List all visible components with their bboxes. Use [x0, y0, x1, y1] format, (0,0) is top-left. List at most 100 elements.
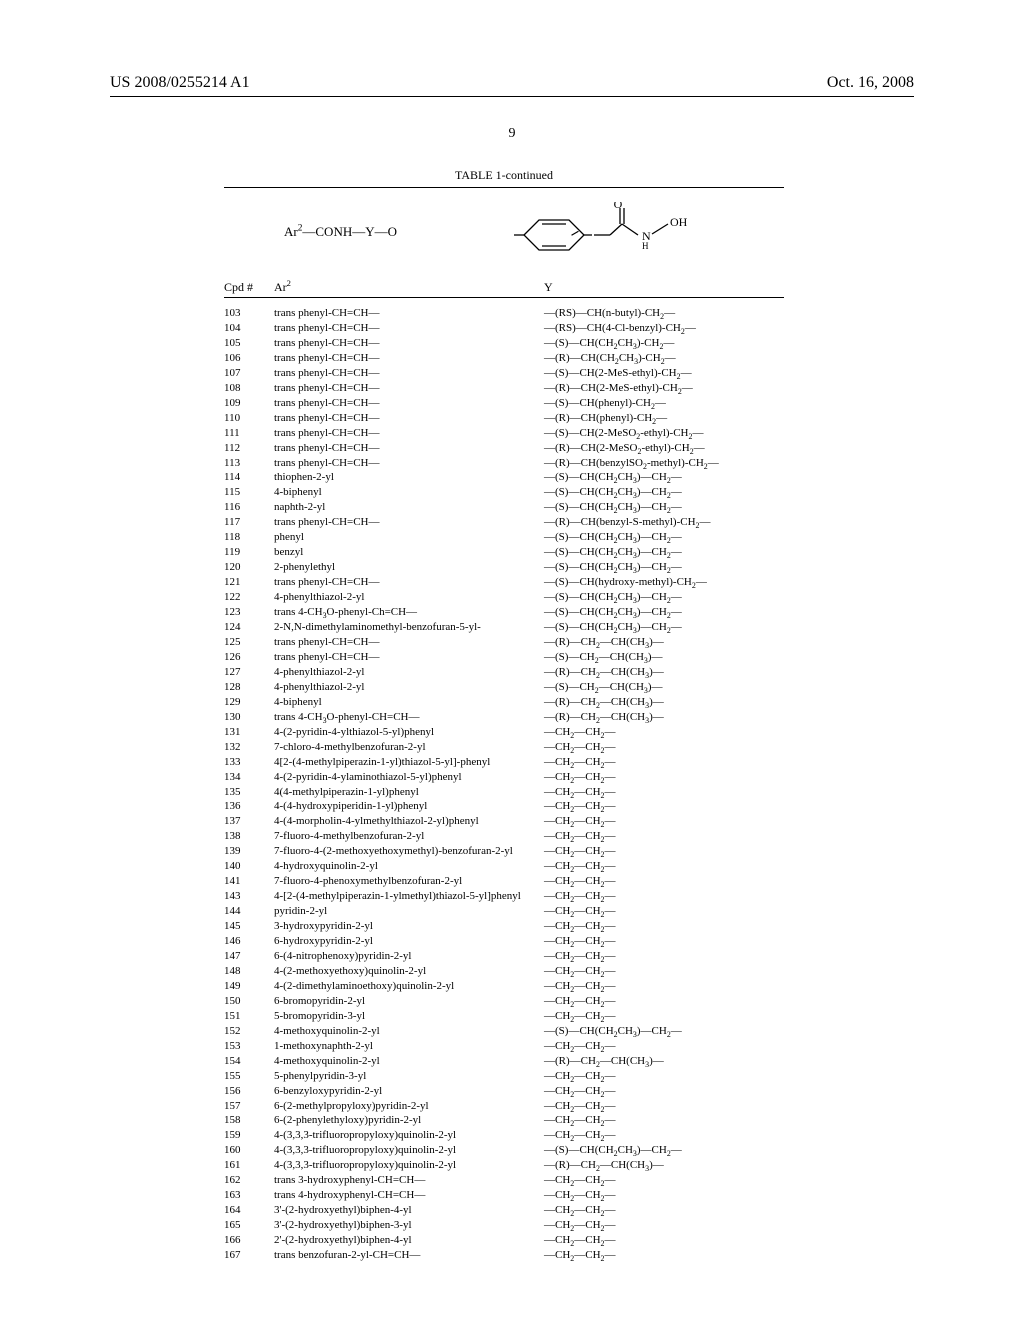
svg-text:O: O: [614, 202, 623, 211]
cell-ar: 4-phenylthiazol-2-yl: [274, 680, 544, 695]
table-row: 118phenyl—(S)—CH(CH2CH3)—CH2—: [224, 530, 784, 545]
table-row: 1586-(2-phenylethyloxy)pyridin-2-yl—CH2—…: [224, 1113, 784, 1128]
table-row: 1566-benzyloxypyridin-2-yl—CH2—CH2—: [224, 1084, 784, 1099]
cell-y: —(S)—CH(CH2CH3)—CH2—: [544, 530, 784, 545]
cell-ar: 4-(4-morpholin-4-ylmethylthiazol-2-yl)ph…: [274, 814, 544, 829]
cell-cpd: 109: [224, 396, 274, 411]
page-header: US 2008/0255214 A1 Oct. 16, 2008: [0, 74, 1024, 92]
cell-ar: trans phenyl-CH=CH—: [274, 456, 544, 471]
table-row: 112trans phenyl-CH=CH——(R)—CH(2-MeSO2-et…: [224, 441, 784, 456]
cell-y: —CH2—CH2—: [544, 785, 784, 800]
cell-y: —(S)—CH(CH2CH3)—CH2—: [544, 1143, 784, 1158]
cell-cpd: 153: [224, 1039, 274, 1054]
cell-cpd: 145: [224, 919, 274, 934]
table-row: 106trans phenyl-CH=CH——(R)—CH(CH2CH3)-CH…: [224, 351, 784, 366]
cell-cpd: 121: [224, 575, 274, 590]
cell-cpd: 164: [224, 1203, 274, 1218]
header-rule: [110, 96, 914, 97]
table-row: 1387-fluoro-4-methylbenzofuran-2-yl—CH2—…: [224, 829, 784, 844]
table-row: 1397-fluoro-4-(2-methoxyethoxymethyl)-be…: [224, 844, 784, 859]
cell-y: —CH2—CH2—: [544, 1128, 784, 1143]
cell-cpd: 159: [224, 1128, 274, 1143]
cell-ar: 5-bromopyridin-3-yl: [274, 1009, 544, 1024]
table-row: 1202-phenylethyl—(S)—CH(CH2CH3)—CH2—: [224, 560, 784, 575]
table-row: 1334[2-(4-methylpiperazin-1-yl)thiazol-5…: [224, 755, 784, 770]
cell-cpd: 124: [224, 620, 274, 635]
table-row: 119benzyl—(S)—CH(CH2CH3)—CH2—: [224, 545, 784, 560]
cell-y: —(RS)—CH(4-Cl-benzyl)-CH2—: [544, 321, 784, 336]
cell-y: —(S)—CH2—CH(CH3)—: [544, 680, 784, 695]
cell-cpd: 139: [224, 844, 274, 859]
cell-cpd: 148: [224, 964, 274, 979]
table-row: 144pyridin-2-yl—CH2—CH2—: [224, 904, 784, 919]
cell-ar: trans phenyl-CH=CH—: [274, 575, 544, 590]
cell-ar: trans phenyl-CH=CH—: [274, 426, 544, 441]
cell-y: —(S)—CH(hydroxy-methyl)-CH2—: [544, 575, 784, 590]
cell-cpd: 167: [224, 1248, 274, 1263]
table-row: 1224-phenylthiazol-2-yl—(S)—CH(CH2CH3)—C…: [224, 590, 784, 605]
page-number: 9: [0, 126, 1024, 142]
cell-ar: 2-phenylethyl: [274, 560, 544, 575]
cell-ar: trans phenyl-CH=CH—: [274, 321, 544, 336]
cell-y: —(R)—CH2—CH(CH3)—: [544, 635, 784, 650]
table-row: 108trans phenyl-CH=CH——(R)—CH(2-MeS-ethy…: [224, 381, 784, 396]
cell-y: —CH2—CH2—: [544, 755, 784, 770]
cell-y: —CH2—CH2—: [544, 949, 784, 964]
reaction-scheme: Ar2—CONH—Y—O O N H OH: [224, 202, 784, 262]
table-row: 114thiophen-2-yl—(S)—CH(CH2CH3)—CH2—: [224, 470, 784, 485]
cell-y: —(S)—CH(CH2CH3)—CH2—: [544, 470, 784, 485]
cell-y: —CH2—CH2—: [544, 889, 784, 904]
cell-ar: 4[2-(4-methylpiperazin-1-yl)thiazol-5-yl…: [274, 755, 544, 770]
col-header-ar: Ar2: [274, 280, 544, 295]
cell-cpd: 126: [224, 650, 274, 665]
cell-y: —(S)—CH(2-MeS-ethyl)-CH2—: [544, 366, 784, 381]
cell-y: —(S)—CH(CH2CH3)—CH2—: [544, 500, 784, 515]
table-row: 1242-N,N-dimethylaminomethyl-benzofuran-…: [224, 620, 784, 635]
table-row: 1662'-(2-hydroxyethyl)biphen-4-yl—CH2—CH…: [224, 1233, 784, 1248]
cell-y: —CH2—CH2—: [544, 964, 784, 979]
cell-y: —(R)—CH2—CH(CH3)—: [544, 710, 784, 725]
cell-y: —CH2—CH2—: [544, 1099, 784, 1114]
cell-ar: 6-hydroxypyridin-2-yl: [274, 934, 544, 949]
table-row: 1154-biphenyl—(S)—CH(CH2CH3)—CH2—: [224, 485, 784, 500]
cell-y: —CH2—CH2—: [544, 934, 784, 949]
cell-cpd: 157: [224, 1099, 274, 1114]
cell-ar: 4-[2-(4-methylpiperazin-1-ylmethyl)thiaz…: [274, 889, 544, 904]
cell-ar: 4(4-methylpiperazin-1-yl)phenyl: [274, 785, 544, 800]
cell-cpd: 141: [224, 874, 274, 889]
table-row: 117trans phenyl-CH=CH——(R)—CH(benzyl-S-m…: [224, 515, 784, 530]
cell-cpd: 150: [224, 994, 274, 1009]
cell-ar: trans 4-hydroxyphenyl-CH=CH—: [274, 1188, 544, 1203]
cell-ar: trans benzofuran-2-yl-CH=CH—: [274, 1248, 544, 1263]
cell-cpd: 146: [224, 934, 274, 949]
cell-cpd: 112: [224, 441, 274, 456]
table-row: 110trans phenyl-CH=CH——(R)—CH(phenyl)-CH…: [224, 411, 784, 426]
cell-y: —(RS)—CH(n-butyl)-CH2—: [544, 306, 784, 321]
cell-ar: 6-(2-methylpropyloxy)pyridin-2-yl: [274, 1099, 544, 1114]
cell-y: —(R)—CH2—CH(CH3)—: [544, 1054, 784, 1069]
cell-cpd: 140: [224, 859, 274, 874]
cell-ar: 6-(4-nitrophenoxy)pyridin-2-yl: [274, 949, 544, 964]
benzene-ring-icon: [514, 212, 592, 258]
cell-cpd: 165: [224, 1218, 274, 1233]
table-row: 116naphth-2-yl—(S)—CH(CH2CH3)—CH2—: [224, 500, 784, 515]
cell-cpd: 152: [224, 1024, 274, 1039]
cell-y: —(R)—CH(CH2CH3)-CH2—: [544, 351, 784, 366]
cell-cpd: 105: [224, 336, 274, 351]
table-row: 1274-phenylthiazol-2-yl—(R)—CH2—CH(CH3)—: [224, 665, 784, 680]
table-row: 1614-(3,3,3-trifluoropropyloxy)quinolin-…: [224, 1158, 784, 1173]
col-header-cpd: Cpd #: [224, 280, 274, 295]
cell-ar: 4-(3,3,3-trifluoropropyloxy)quinolin-2-y…: [274, 1128, 544, 1143]
table-row: 1354(4-methylpiperazin-1-yl)phenyl—CH2—C…: [224, 785, 784, 800]
cell-cpd: 116: [224, 500, 274, 515]
cell-cpd: 125: [224, 635, 274, 650]
table-container: TABLE 1-continued Ar2—CONH—Y—O O N H OH …: [224, 168, 784, 1263]
table-row: 1453-hydroxypyridin-2-yl—CH2—CH2—: [224, 919, 784, 934]
table-rule-top: [224, 187, 784, 188]
cell-ar: trans phenyl-CH=CH—: [274, 635, 544, 650]
cell-y: —(R)—CH(2-MeS-ethyl)-CH2—: [544, 381, 784, 396]
cell-ar: 4-methoxyquinolin-2-yl: [274, 1024, 544, 1039]
cell-cpd: 106: [224, 351, 274, 366]
cell-ar: trans phenyl-CH=CH—: [274, 411, 544, 426]
cell-ar: 5-phenylpyridin-3-yl: [274, 1069, 544, 1084]
